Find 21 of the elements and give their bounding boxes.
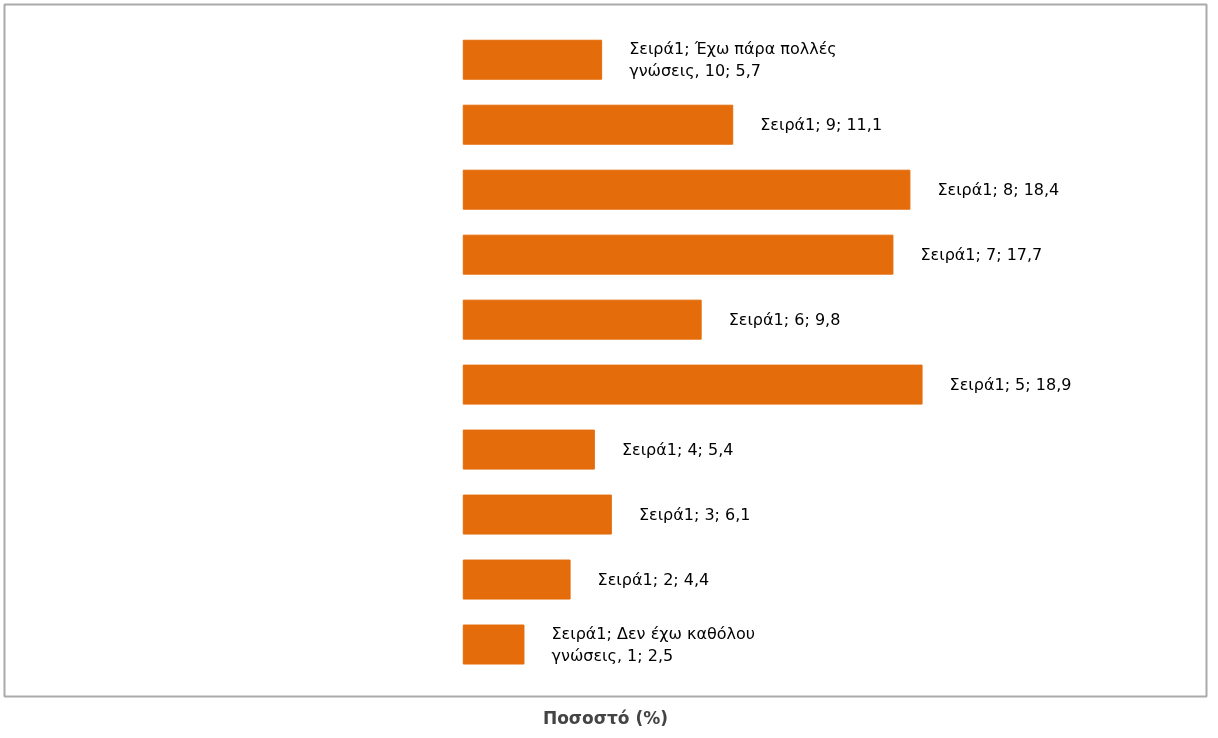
bar <box>462 494 612 535</box>
bar <box>462 364 923 405</box>
bar <box>462 104 734 145</box>
data-label: Σειρά1; 6; 9,8 <box>728 310 841 330</box>
data-label: Σειρά1; 4; 5,4 <box>621 440 734 460</box>
data-label: Σειρά1; 3; 6,1 <box>638 505 751 525</box>
data-label: Σειρά1; 2; 4,4 <box>597 570 710 590</box>
bar <box>462 429 595 470</box>
bar <box>462 559 571 600</box>
data-label: Σειρά1; 5; 18,9 <box>949 375 1072 395</box>
data-label: Σειρά1; Δεν έχω καθόλου γνώσεις, 1; 2,5 <box>551 624 756 665</box>
bar <box>462 234 894 275</box>
bar <box>462 169 911 210</box>
data-label: Σειρά1; 9; 11,1 <box>760 115 883 135</box>
bar <box>462 299 702 340</box>
bar <box>462 624 525 665</box>
x-axis-title: Ποσοστό (%) <box>542 707 669 728</box>
data-label: Σειρά1; 8; 18,4 <box>937 180 1060 200</box>
bar <box>462 39 603 80</box>
data-label: Σειρά1; Έχω πάρα πολλές γνώσεις, 10; 5,7 <box>629 39 837 81</box>
data-label: Σειρά1; 7; 17,7 <box>920 245 1043 265</box>
